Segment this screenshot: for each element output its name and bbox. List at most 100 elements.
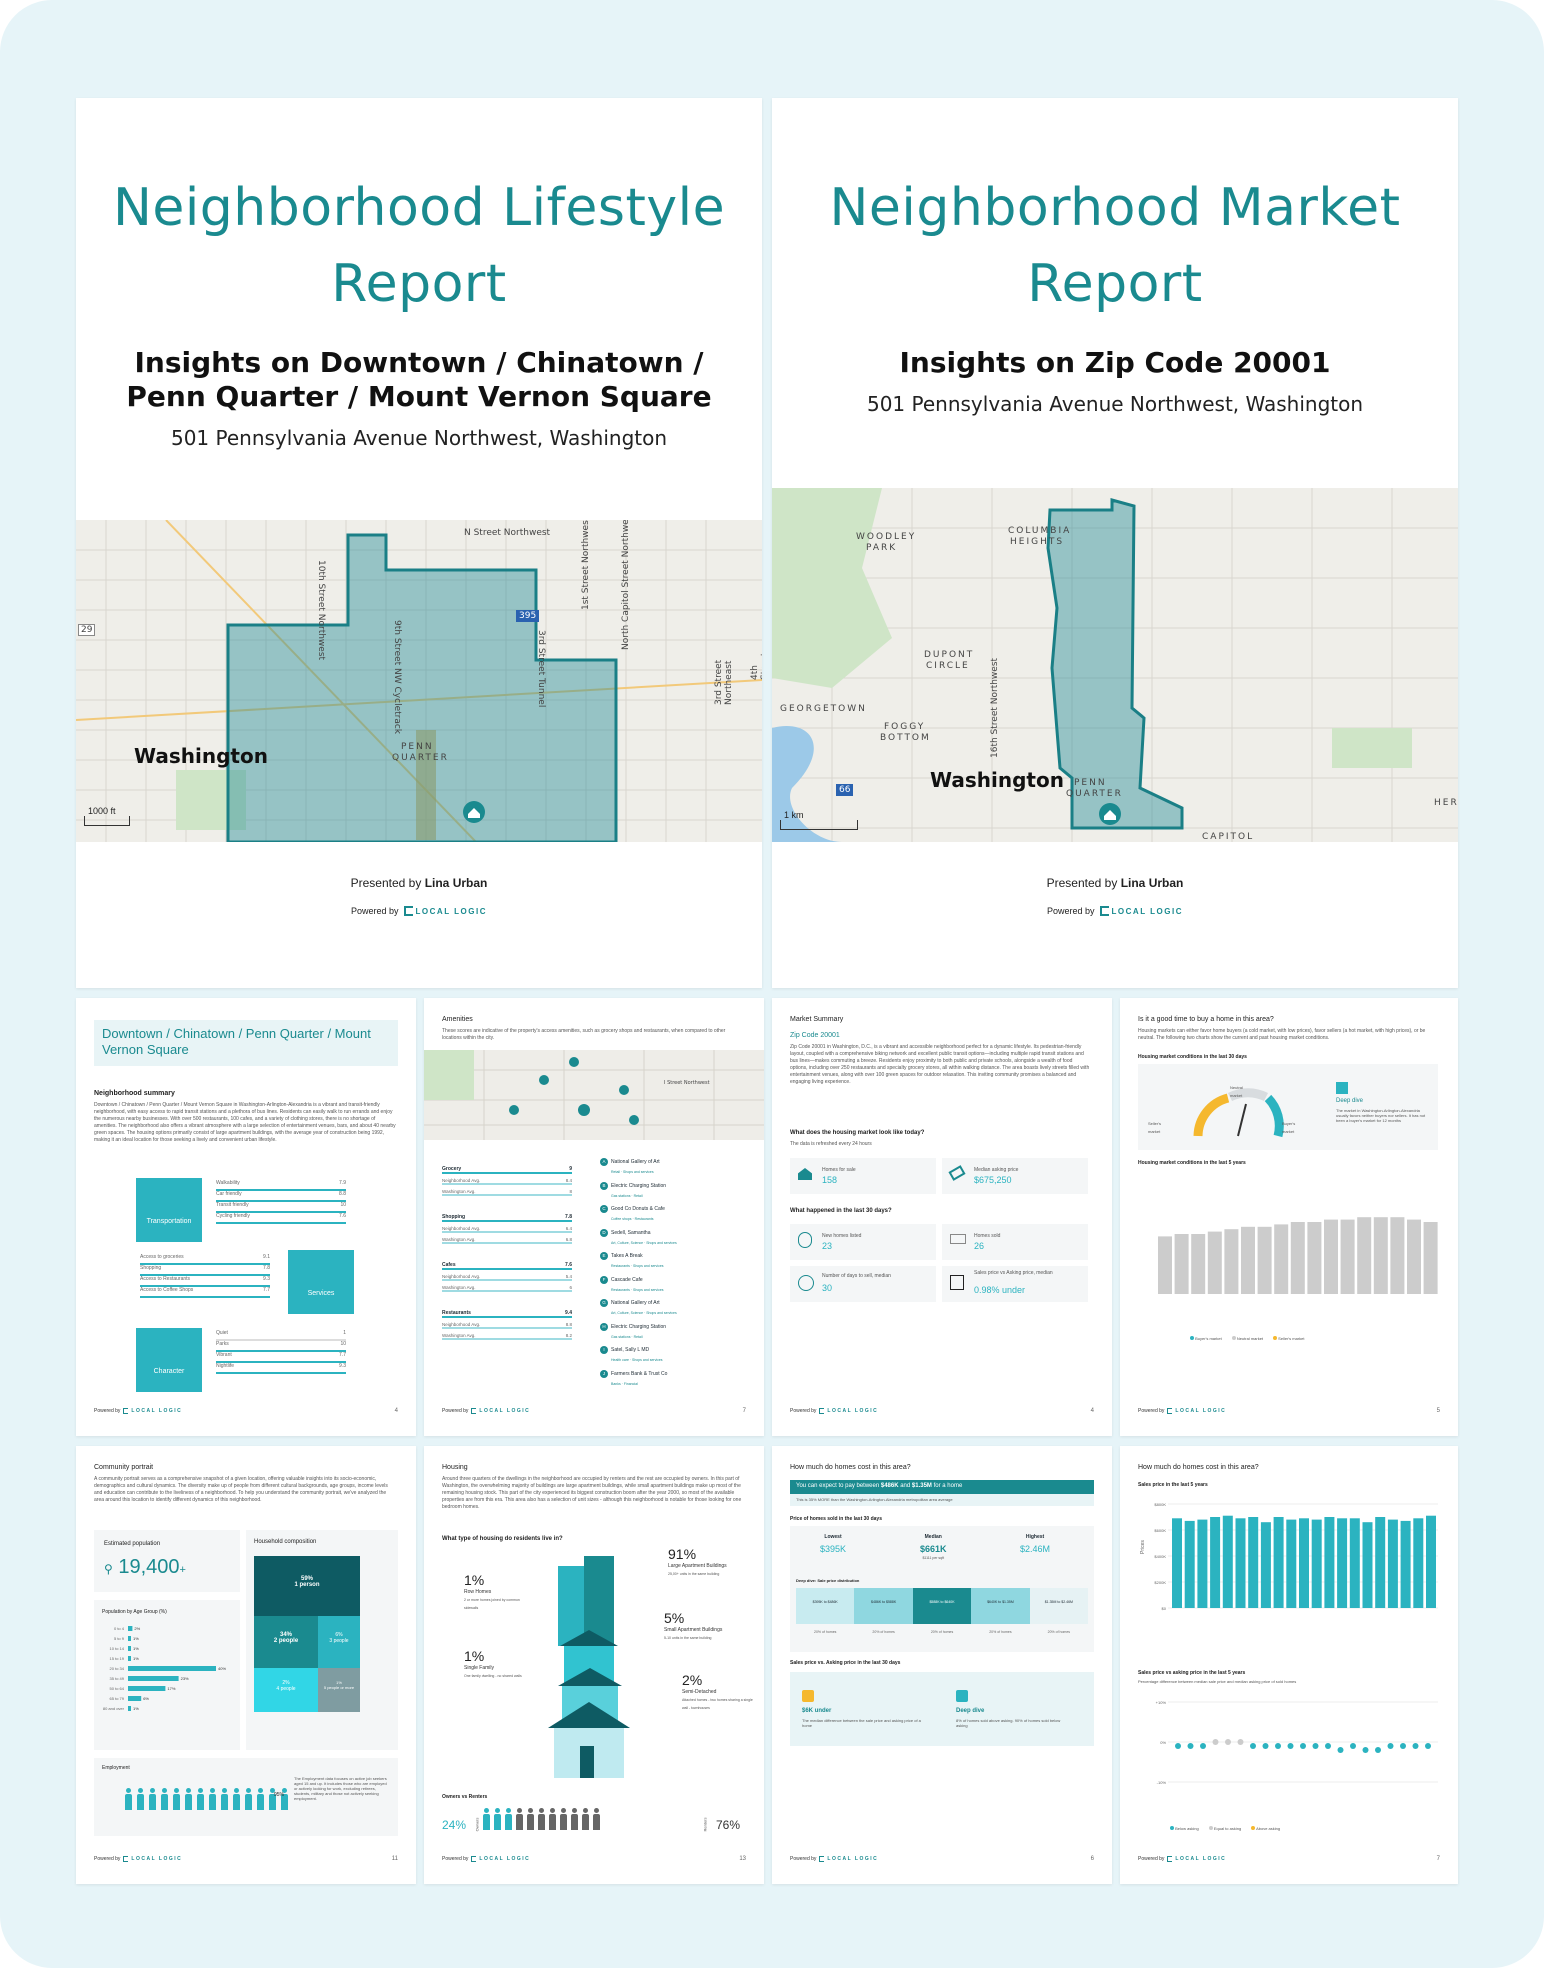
place-item[interactable]: H Electric Charging Station Gas stations ·… xyxy=(600,1315,750,1341)
place-item[interactable]: J Farmers Bank & Trust Co Banks · Financia… xyxy=(600,1362,750,1388)
svs-point xyxy=(1400,1743,1406,1749)
legend-equal: Equal to asking xyxy=(1208,1826,1241,1831)
place-marker: E xyxy=(600,1252,608,1260)
amenity-row: Washington Avg. 8.2 xyxy=(442,1333,572,1340)
amenity-row: Washington Avg. 6.8 xyxy=(442,1237,572,1244)
age-label: 10 to 14 xyxy=(110,1646,125,1651)
price-bar xyxy=(1413,1518,1424,1608)
place-item[interactable]: G National Gallery of Art Art, Culture, Sc… xyxy=(600,1291,750,1317)
conditions-bar xyxy=(1357,1217,1372,1294)
svs-point xyxy=(1262,1743,1269,1749)
person-icon xyxy=(244,1788,253,1810)
dollar-icon xyxy=(802,1690,814,1702)
conditions-bar xyxy=(1174,1234,1189,1294)
dist-seg: $588K to $640K xyxy=(912,1588,972,1624)
person-icon xyxy=(581,1808,590,1830)
conditions-bar xyxy=(1274,1224,1289,1294)
place-item[interactable]: A National Gallery of Art Retail · Shops a… xyxy=(600,1150,750,1176)
svs-point xyxy=(1275,1743,1281,1749)
days-to-sell-card: Number of days to sell, median 30 xyxy=(790,1266,936,1302)
score-row: Access to groceries 9.1 xyxy=(140,1254,270,1265)
employment-people xyxy=(124,1788,289,1810)
price-bar xyxy=(1362,1522,1373,1608)
neighborhood-map[interactable]: N Street Northwest 10th Street Northwest… xyxy=(76,520,762,842)
page-footer: Powered by LOCAL LOGIC xyxy=(94,1408,183,1414)
price-bar xyxy=(1172,1518,1182,1608)
cover-title-line1: Neighborhood Market xyxy=(829,178,1401,238)
svs-point xyxy=(1375,1747,1381,1753)
clipboard-icon xyxy=(798,1232,812,1248)
legend-buyer: Buyer's market xyxy=(1190,1336,1222,1341)
amenities-map[interactable]: I Street Northwest xyxy=(424,1050,764,1140)
conditions-bar xyxy=(1290,1222,1305,1294)
conditions-bar xyxy=(1407,1219,1421,1294)
prices-title: How much do homes cost in this area? xyxy=(790,1464,911,1471)
place-item[interactable]: F Cascade Cafe Restaurants · Shops and ser… xyxy=(600,1268,750,1294)
market-q1-note: The data is refreshed every 24 hours xyxy=(790,1141,872,1147)
map-area-columbia: COLUMBIA xyxy=(1008,526,1072,536)
person-icon xyxy=(268,1788,277,1810)
market-title: Market Summary xyxy=(790,1016,844,1023)
community-page: Community portrait A community portrait … xyxy=(76,1446,416,1884)
page-number: 4 xyxy=(1090,1408,1094,1414)
powered-by: Powered by LOCAL LOGIC xyxy=(351,906,487,916)
age-label: 15 to 19 xyxy=(110,1656,125,1661)
cover-subtitle: Insights on Zip Code 20001 xyxy=(899,346,1331,379)
summary-title: Downtown / Chinatown / Penn Quarter / Mo… xyxy=(102,1026,371,1057)
person-icon xyxy=(208,1788,217,1810)
price-bar xyxy=(1222,1515,1233,1608)
score-row: Transit friendly 10 xyxy=(216,1202,346,1213)
place-marker: A xyxy=(600,1158,608,1166)
svs-point xyxy=(1212,1739,1219,1745)
owners-pct: 24% xyxy=(442,1818,467,1832)
place-marker: D xyxy=(600,1228,608,1237)
person-icon xyxy=(184,1788,193,1810)
sales-price-chart: $800K $600K $400K $200K $0 Prices xyxy=(1140,1502,1438,1611)
market-summary-page: Market Summary Zip Code 20001 Zip Code 2… xyxy=(772,998,1112,1436)
household-3: 6% 3 people xyxy=(318,1616,360,1668)
map-street-n: N Street Northwest xyxy=(464,528,551,538)
price-charts-page: How much do homes cost in this area? Sal… xyxy=(1120,1446,1458,1884)
zip-map[interactable]: WOODLEY PARK COLUMBIA HEIGHTS DUPONT CIR… xyxy=(772,488,1458,842)
conditions-bar xyxy=(1191,1234,1206,1294)
map-street-4th-ne: 4th Street Northeast xyxy=(750,652,762,680)
cover-title-line2: Report xyxy=(331,254,507,314)
place-item[interactable]: B Electric Charging Station Gas stations ·… xyxy=(600,1174,750,1200)
conditions-bar xyxy=(1207,1231,1222,1294)
place-item[interactable]: C Good Co Donuts & Cafe Coffee shops · Res… xyxy=(600,1197,750,1223)
new-listed-card: New homes listed 23 xyxy=(790,1224,936,1260)
svs-legend: Below asking Equal to asking Above askin… xyxy=(1170,1826,1280,1831)
household-5: 1% 5 people or more xyxy=(318,1668,360,1712)
median-asking-card: Median asking price $675,250 xyxy=(942,1158,1088,1194)
score-row: Parks 10 xyxy=(216,1341,346,1352)
local-logic-logo: LOCAL LOGIC xyxy=(403,906,487,916)
map-highway-395: 395 xyxy=(516,610,540,622)
age-label: 5 to 9 xyxy=(114,1636,125,1641)
place-item[interactable]: D Sedell, Samantha Art, Culture, Science ·… xyxy=(600,1221,750,1247)
svs-point xyxy=(1200,1743,1206,1749)
map-area-georgetown: GEORGETOWN xyxy=(780,704,867,714)
person-icon xyxy=(570,1808,579,1830)
svs-point xyxy=(1312,1743,1319,1749)
place-item[interactable]: E Takes A Break Restaurants · Shops and se… xyxy=(600,1244,750,1270)
svs-point xyxy=(1287,1743,1294,1749)
age-label: 65 to 79 xyxy=(110,1696,125,1701)
price-bar xyxy=(1375,1517,1386,1608)
sales-vs-asking-chart: +10% 0% -10% xyxy=(1156,1700,1438,1785)
price-range-banner: You can expect to pay between $486K and … xyxy=(790,1480,1094,1494)
price-bar xyxy=(1400,1520,1411,1608)
map-street-1st: 1st Street Northwest xyxy=(581,520,591,610)
owners-label: Owners xyxy=(474,1817,480,1832)
map-area-penn: PENN xyxy=(401,742,434,752)
legend-neutral: Neutral market xyxy=(1231,1336,1263,1341)
svs-point xyxy=(1337,1747,1344,1753)
gauge-neutral: Neutral market xyxy=(1230,1085,1243,1098)
map-graphic xyxy=(424,1050,764,1140)
dist-seg: $1.35M to $2.46M xyxy=(1029,1588,1089,1624)
conditions-chart-title: Housing market conditions in the last 5 … xyxy=(1138,1160,1246,1166)
map-area-quarter: QUARTER xyxy=(1066,789,1123,799)
market-gauge xyxy=(1193,1088,1284,1138)
score-row: Vibrant 7.7 xyxy=(216,1352,346,1363)
person-icon xyxy=(482,1808,491,1830)
place-item[interactable]: I Satel, Sally L MD Health care · Shops an… xyxy=(600,1338,750,1364)
